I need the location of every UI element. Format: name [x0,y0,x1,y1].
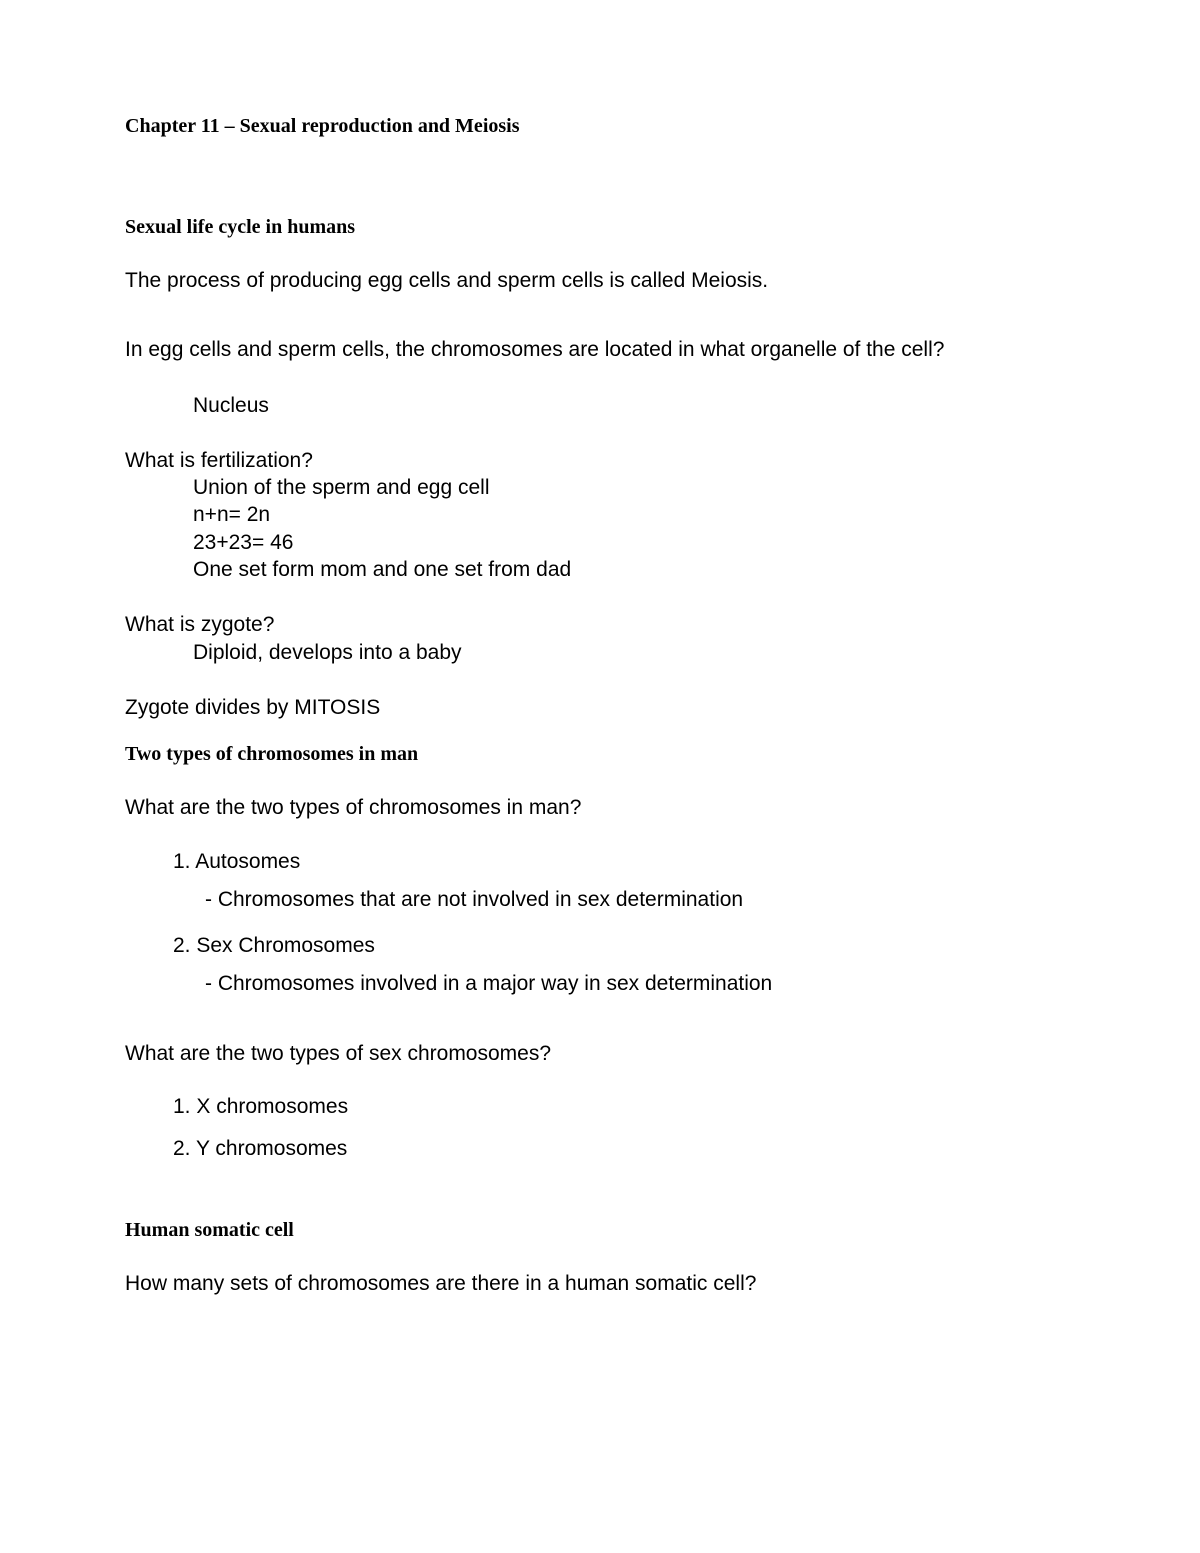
lifecycle-a1: Nucleus [125,392,1075,419]
autosome-desc: - Chromosomes that are not involved in s… [173,888,1075,912]
sex-chromosome-desc: - Chromosomes involved in a major way in… [173,972,1075,996]
lifecycle-intro: The process of producing egg cells and s… [125,267,1075,294]
list-item: 1. Autosomes - Chromosomes that are not … [173,850,1075,912]
lifecycle-q1: In egg cells and sperm cells, the chromo… [125,336,1075,363]
section-heading-somatic: Human somatic cell [125,1219,1075,1242]
lifecycle-statement: Zygote divides by MITOSIS [125,694,1075,721]
list-item: 2. Sex Chromosomes - Chromosomes involve… [173,934,1075,996]
chromosomes-q1: What are the two types of chromosomes in… [125,794,1075,821]
lifecycle-q3: What is zygote? [125,611,1075,638]
section-heading-chromosomes: Two types of chromosomes in man [125,743,1075,766]
chapter-title: Chapter 11 – Sexual reproduction and Mei… [125,115,1075,138]
lifecycle-a2-line2: n+n= 2n [125,501,1075,528]
section-heading-lifecycle: Sexual life cycle in humans [125,216,1075,239]
list-item: 2. Y chromosomes [173,1137,1075,1161]
somatic-q1: How many sets of chromosomes are there i… [125,1270,1075,1297]
lifecycle-a2-line3: 23+23= 46 [125,529,1075,556]
lifecycle-a2-line4: One set form mom and one set from dad [125,556,1075,583]
lifecycle-a2-line1: Union of the sperm and egg cell [125,474,1075,501]
sex-chromosome-label: 2. Sex Chromosomes [173,934,375,957]
chromosome-types-list: 1. Autosomes - Chromosomes that are not … [125,850,1075,996]
list-item: 1. X chromosomes [173,1095,1075,1119]
autosome-label: 1. Autosomes [173,850,300,873]
chromosomes-q2: What are the two types of sex chromosome… [125,1040,1075,1067]
lifecycle-a3: Diploid, develops into a baby [125,639,1075,666]
sex-chromosome-list: 1. X chromosomes 2. Y chromosomes [125,1095,1075,1161]
lifecycle-q2: What is fertilization? [125,447,1075,474]
